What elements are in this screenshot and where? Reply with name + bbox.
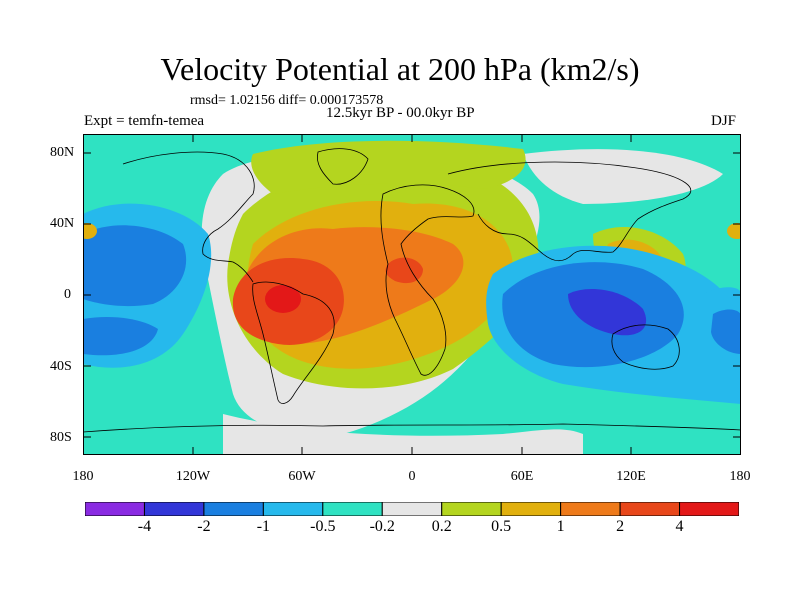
field-neg-west-core2 (83, 317, 158, 356)
field-neg-east-right-core (711, 309, 741, 354)
stats-line: rmsd= 1.02156 diff= 0.000173578 (190, 93, 384, 108)
field-pos-low-north (251, 140, 526, 194)
colorbar-label: 1 (556, 518, 565, 535)
lat-label-40s: 40S (50, 359, 72, 374)
colorbar-label: 4 (675, 518, 684, 535)
colorbar-box (143, 502, 205, 516)
lon-label-0: 0 (408, 469, 416, 484)
season-label: DJF (711, 113, 737, 129)
colorbar-box (203, 502, 264, 516)
field-neg-west-core (83, 225, 187, 307)
experiment-label: Expt = temfn-temea (84, 113, 205, 129)
colorbar-label: -0.5 (310, 518, 336, 535)
colorbar-label: -1 (256, 518, 271, 535)
field-pos-veryhigh-east (385, 257, 423, 284)
lon-label-120e: 120E (616, 469, 646, 484)
colorbar-label: -0.2 (369, 518, 395, 535)
lon-label-180w: 180 (72, 469, 94, 484)
lat-label-40n: 40N (50, 216, 75, 231)
field-zero-polar (223, 414, 583, 455)
coastlines (83, 148, 741, 433)
period-label: 12.5kyr BP - 00.0kyr BP (326, 105, 475, 121)
lon-label-60e: 60E (510, 469, 534, 484)
colorbar-box (500, 502, 562, 516)
colorbar-label: -4 (137, 518, 152, 535)
colorbar-label: 0.2 (431, 518, 452, 535)
colorbar-label: 2 (616, 518, 625, 535)
lon-label-120w: 120W (175, 469, 211, 484)
colorbar-box (619, 502, 681, 516)
colorbar-box (441, 502, 502, 516)
lat-label-0: 0 (64, 287, 71, 302)
colorbar-label: -2 (197, 518, 211, 535)
lon-label-180e: 180 (729, 469, 751, 484)
lat-label-80s: 80S (50, 430, 72, 445)
colorbar-label: 0.5 (491, 518, 512, 535)
colorbar-box (85, 502, 145, 516)
colorbar-box (679, 502, 739, 516)
field-pos-max (265, 285, 301, 313)
field-neg-min (568, 289, 647, 336)
field-zero-north (523, 149, 723, 204)
colorbar-box (560, 502, 621, 516)
lon-label-60w: 60W (288, 469, 316, 484)
field-pos-edge-west (83, 223, 97, 239)
colorbar-box (262, 502, 324, 516)
chart-title: Velocity Potential at 200 hPa (km2/s) (160, 51, 640, 87)
colorbar-box (322, 502, 383, 516)
field-pos-edge-east (727, 223, 741, 239)
lat-label-80n: 80N (50, 145, 75, 160)
colorbar-box (381, 502, 443, 516)
velocity-potential-map (83, 134, 741, 455)
colorbar (85, 502, 739, 516)
